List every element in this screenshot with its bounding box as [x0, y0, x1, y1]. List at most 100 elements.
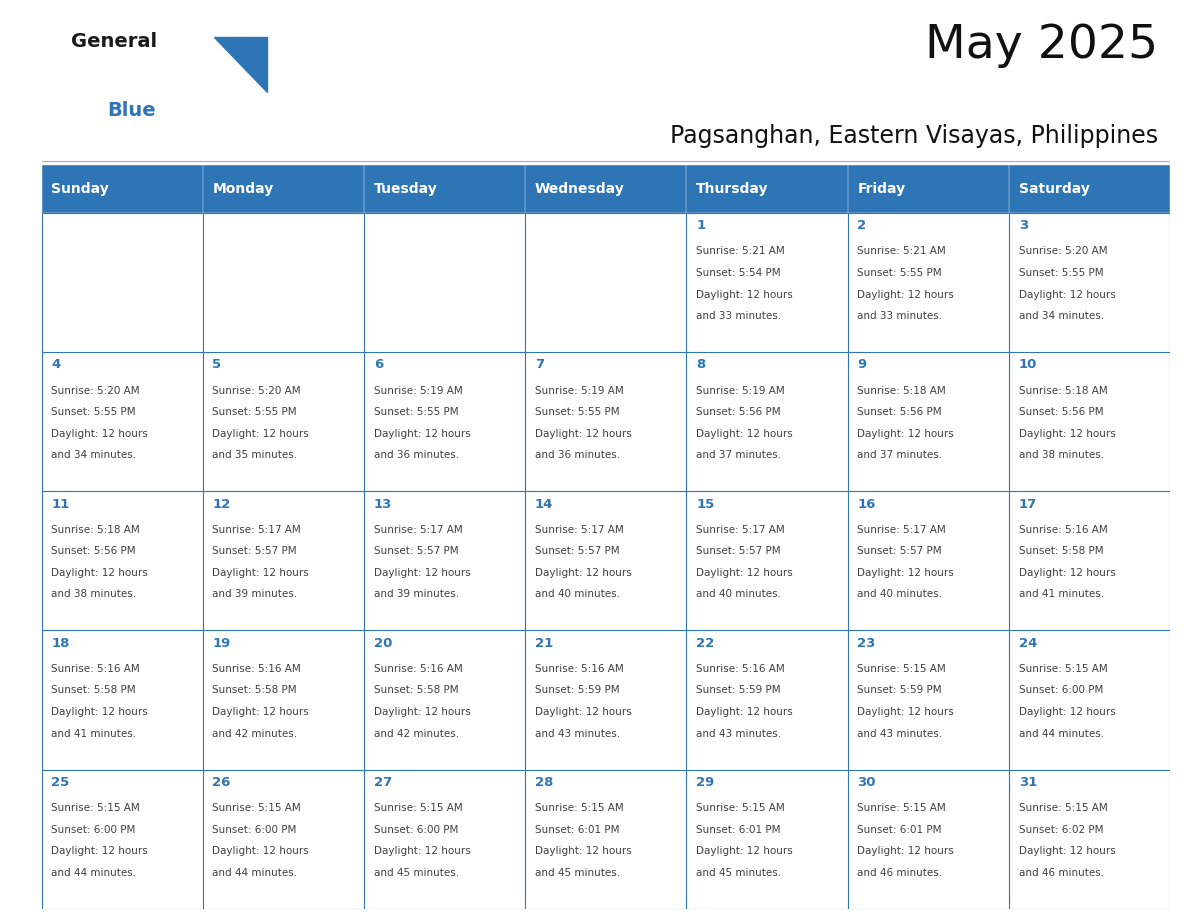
Text: Daylight: 12 hours: Daylight: 12 hours: [858, 707, 954, 717]
Text: 3: 3: [1018, 219, 1028, 232]
Text: Sunrise: 5:18 AM: Sunrise: 5:18 AM: [1018, 386, 1107, 396]
Text: Sunrise: 5:19 AM: Sunrise: 5:19 AM: [535, 386, 624, 396]
Text: Sunset: 5:58 PM: Sunset: 5:58 PM: [213, 686, 297, 696]
Text: Sunrise: 5:21 AM: Sunrise: 5:21 AM: [858, 246, 946, 256]
Text: Daylight: 12 hours: Daylight: 12 hours: [535, 429, 632, 439]
Text: 2: 2: [858, 219, 866, 232]
Text: Daylight: 12 hours: Daylight: 12 hours: [374, 707, 470, 717]
Text: Sunrise: 5:17 AM: Sunrise: 5:17 AM: [374, 525, 462, 534]
Text: Sunset: 5:55 PM: Sunset: 5:55 PM: [535, 407, 620, 417]
Text: Sunrise: 5:16 AM: Sunrise: 5:16 AM: [535, 664, 624, 674]
Text: Sunset: 5:57 PM: Sunset: 5:57 PM: [535, 546, 620, 556]
Text: 18: 18: [51, 637, 70, 650]
Text: and 37 minutes.: and 37 minutes.: [696, 450, 782, 460]
Text: Sunset: 5:55 PM: Sunset: 5:55 PM: [858, 268, 942, 278]
Text: Daylight: 12 hours: Daylight: 12 hours: [374, 429, 470, 439]
Text: 1: 1: [696, 219, 706, 232]
Text: Pagsanghan, Eastern Visayas, Philippines: Pagsanghan, Eastern Visayas, Philippines: [670, 124, 1158, 148]
Text: Sunrise: 5:15 AM: Sunrise: 5:15 AM: [858, 803, 946, 813]
Text: Sunset: 5:56 PM: Sunset: 5:56 PM: [696, 407, 781, 417]
Text: 11: 11: [51, 498, 70, 510]
Text: and 43 minutes.: and 43 minutes.: [696, 729, 782, 739]
Text: Daylight: 12 hours: Daylight: 12 hours: [858, 846, 954, 856]
Text: Wednesday: Wednesday: [535, 182, 625, 196]
Text: Saturday: Saturday: [1018, 182, 1089, 196]
Text: and 45 minutes.: and 45 minutes.: [696, 868, 782, 878]
Text: Sunset: 6:01 PM: Sunset: 6:01 PM: [858, 824, 942, 834]
Text: 30: 30: [858, 776, 876, 789]
Text: and 45 minutes.: and 45 minutes.: [535, 868, 620, 878]
Text: Sunrise: 5:21 AM: Sunrise: 5:21 AM: [696, 246, 785, 256]
Text: and 46 minutes.: and 46 minutes.: [858, 868, 942, 878]
Text: 16: 16: [858, 498, 876, 510]
Text: Sunset: 6:00 PM: Sunset: 6:00 PM: [51, 824, 135, 834]
Text: Sunset: 5:57 PM: Sunset: 5:57 PM: [374, 546, 459, 556]
Text: 21: 21: [535, 637, 554, 650]
Text: Sunset: 5:58 PM: Sunset: 5:58 PM: [51, 686, 135, 696]
Text: Sunset: 5:58 PM: Sunset: 5:58 PM: [374, 686, 459, 696]
Text: 20: 20: [374, 637, 392, 650]
Text: Friday: Friday: [858, 182, 905, 196]
Text: and 43 minutes.: and 43 minutes.: [535, 729, 620, 739]
Text: Sunset: 5:59 PM: Sunset: 5:59 PM: [858, 686, 942, 696]
Text: Sunrise: 5:15 AM: Sunrise: 5:15 AM: [1018, 664, 1107, 674]
Text: and 34 minutes.: and 34 minutes.: [1018, 311, 1104, 321]
Text: 15: 15: [696, 498, 714, 510]
Text: Sunrise: 5:16 AM: Sunrise: 5:16 AM: [51, 664, 140, 674]
Text: Daylight: 12 hours: Daylight: 12 hours: [1018, 707, 1116, 717]
Text: Daylight: 12 hours: Daylight: 12 hours: [213, 707, 309, 717]
Text: Sunrise: 5:17 AM: Sunrise: 5:17 AM: [696, 525, 785, 534]
Text: Daylight: 12 hours: Daylight: 12 hours: [696, 707, 792, 717]
Text: Sunrise: 5:18 AM: Sunrise: 5:18 AM: [858, 386, 946, 396]
Text: Daylight: 12 hours: Daylight: 12 hours: [1018, 568, 1116, 577]
Text: Sunset: 5:56 PM: Sunset: 5:56 PM: [858, 407, 942, 417]
Text: and 44 minutes.: and 44 minutes.: [51, 868, 137, 878]
Text: 14: 14: [535, 498, 554, 510]
Text: Daylight: 12 hours: Daylight: 12 hours: [51, 568, 148, 577]
Text: Daylight: 12 hours: Daylight: 12 hours: [858, 429, 954, 439]
Text: Sunrise: 5:20 AM: Sunrise: 5:20 AM: [213, 386, 301, 396]
Text: Daylight: 12 hours: Daylight: 12 hours: [51, 707, 148, 717]
Text: Daylight: 12 hours: Daylight: 12 hours: [374, 568, 470, 577]
Text: Sunset: 5:59 PM: Sunset: 5:59 PM: [535, 686, 620, 696]
Text: Daylight: 12 hours: Daylight: 12 hours: [535, 846, 632, 856]
Text: Sunset: 6:01 PM: Sunset: 6:01 PM: [696, 824, 781, 834]
Text: Daylight: 12 hours: Daylight: 12 hours: [1018, 846, 1116, 856]
Text: and 40 minutes.: and 40 minutes.: [858, 589, 942, 599]
Text: Sunset: 6:00 PM: Sunset: 6:00 PM: [213, 824, 297, 834]
Text: and 44 minutes.: and 44 minutes.: [213, 868, 298, 878]
Text: Thursday: Thursday: [696, 182, 769, 196]
Text: General: General: [71, 32, 157, 51]
Text: Sunrise: 5:16 AM: Sunrise: 5:16 AM: [696, 664, 785, 674]
Text: and 33 minutes.: and 33 minutes.: [696, 311, 782, 321]
Text: Sunset: 5:54 PM: Sunset: 5:54 PM: [696, 268, 781, 278]
Text: and 43 minutes.: and 43 minutes.: [858, 729, 942, 739]
Text: Daylight: 12 hours: Daylight: 12 hours: [1018, 289, 1116, 299]
Text: and 34 minutes.: and 34 minutes.: [51, 450, 137, 460]
Text: Daylight: 12 hours: Daylight: 12 hours: [696, 846, 792, 856]
Text: Daylight: 12 hours: Daylight: 12 hours: [696, 429, 792, 439]
Text: 19: 19: [213, 637, 230, 650]
Text: Daylight: 12 hours: Daylight: 12 hours: [535, 707, 632, 717]
Text: Daylight: 12 hours: Daylight: 12 hours: [213, 568, 309, 577]
Text: Sunrise: 5:15 AM: Sunrise: 5:15 AM: [858, 664, 946, 674]
Text: Blue: Blue: [107, 101, 156, 120]
Text: 28: 28: [535, 776, 554, 789]
Text: and 41 minutes.: and 41 minutes.: [51, 729, 137, 739]
Text: Sunrise: 5:15 AM: Sunrise: 5:15 AM: [213, 803, 302, 813]
Text: and 36 minutes.: and 36 minutes.: [374, 450, 459, 460]
Text: Sunrise: 5:19 AM: Sunrise: 5:19 AM: [696, 386, 785, 396]
Text: Sunrise: 5:15 AM: Sunrise: 5:15 AM: [696, 803, 785, 813]
Text: Sunset: 5:58 PM: Sunset: 5:58 PM: [1018, 546, 1104, 556]
Text: 17: 17: [1018, 498, 1037, 510]
Text: Daylight: 12 hours: Daylight: 12 hours: [858, 568, 954, 577]
Text: 7: 7: [535, 358, 544, 372]
Text: Sunrise: 5:16 AM: Sunrise: 5:16 AM: [1018, 525, 1107, 534]
Text: Tuesday: Tuesday: [374, 182, 437, 196]
Text: Sunrise: 5:20 AM: Sunrise: 5:20 AM: [51, 386, 140, 396]
Text: and 45 minutes.: and 45 minutes.: [374, 868, 459, 878]
Text: Sunset: 5:55 PM: Sunset: 5:55 PM: [213, 407, 297, 417]
Text: Daylight: 12 hours: Daylight: 12 hours: [696, 568, 792, 577]
Text: Daylight: 12 hours: Daylight: 12 hours: [213, 846, 309, 856]
Text: 12: 12: [213, 498, 230, 510]
